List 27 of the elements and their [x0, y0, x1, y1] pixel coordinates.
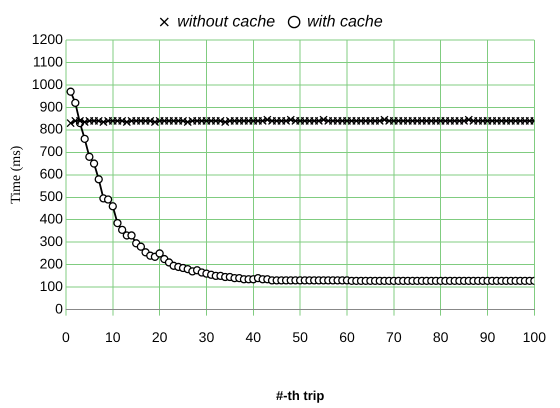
y-axis-title: Time (ms) [9, 145, 24, 204]
y-tick-label: 0 [55, 300, 64, 316]
x-axis-title: #-th trip [276, 388, 324, 403]
y-tick-label: 800 [40, 120, 64, 137]
x-tick-label: 100 [522, 328, 546, 345]
y-tick-label: 500 [40, 188, 64, 204]
y-tick-label: 200 [40, 256, 64, 272]
y-tick-label: 100 [40, 278, 64, 294]
y-tick-label: 700 [40, 143, 64, 160]
legend-label: with cache [307, 13, 383, 30]
y-tick-label: 1200 [32, 30, 64, 47]
y-tick-label: 1000 [32, 76, 64, 92]
x-tick-label: 20 [152, 328, 168, 345]
x-tick-label: 80 [432, 328, 449, 345]
x-tick-label: 70 [386, 328, 402, 345]
legend-label: without cache [177, 13, 276, 30]
y-tick-label: 400 [40, 210, 64, 227]
x-tick-label: 60 [339, 328, 355, 345]
x-tick-label: 30 [198, 328, 214, 345]
x-tick-label: 50 [292, 328, 308, 345]
y-tick-label: 600 [40, 166, 64, 182]
x-tick-label: 90 [480, 328, 496, 345]
x-tick-label: 10 [104, 328, 121, 345]
x-tick-label: 40 [246, 328, 262, 345]
y-tick-label: 900 [40, 98, 64, 114]
y-tick-label: 1100 [32, 53, 64, 70]
y-tick-label: 300 [40, 233, 64, 250]
